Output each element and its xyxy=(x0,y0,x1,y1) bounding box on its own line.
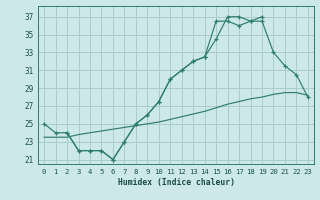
X-axis label: Humidex (Indice chaleur): Humidex (Indice chaleur) xyxy=(117,178,235,187)
